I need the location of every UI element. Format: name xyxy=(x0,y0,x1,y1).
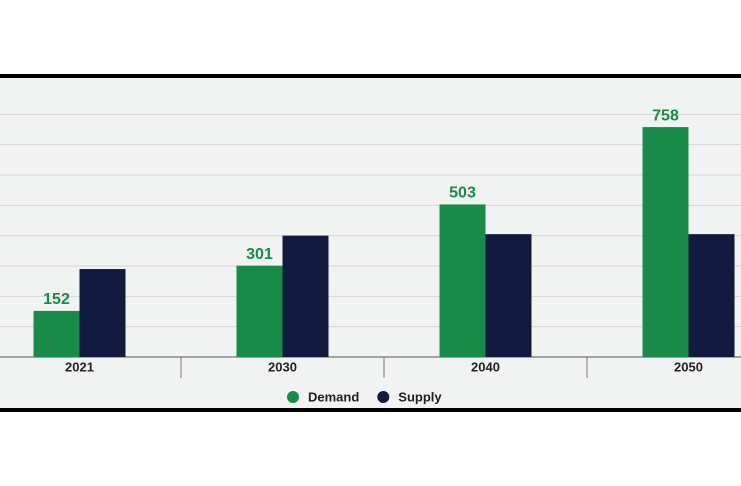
value-label: 301 xyxy=(246,246,273,263)
bar xyxy=(485,234,532,357)
value-label: 758 xyxy=(652,107,679,124)
bar xyxy=(282,235,329,357)
plot-background xyxy=(0,78,741,408)
bar xyxy=(33,310,80,357)
bar xyxy=(688,234,735,357)
value-label: 152 xyxy=(43,291,70,308)
legend-marker xyxy=(287,391,299,403)
x-tick-label: 2040 xyxy=(471,359,500,374)
bar xyxy=(642,127,689,357)
x-tick-label: 2030 xyxy=(268,359,297,374)
legend-marker xyxy=(377,391,390,403)
bar xyxy=(236,265,283,357)
x-tick-label: 2021 xyxy=(65,359,94,374)
value-label: 503 xyxy=(449,185,476,202)
bar xyxy=(79,269,126,357)
legend-label: Supply xyxy=(398,389,442,404)
bar xyxy=(439,204,486,357)
x-tick-label: 2050 xyxy=(674,359,703,374)
legend-label: Demand xyxy=(308,389,359,404)
